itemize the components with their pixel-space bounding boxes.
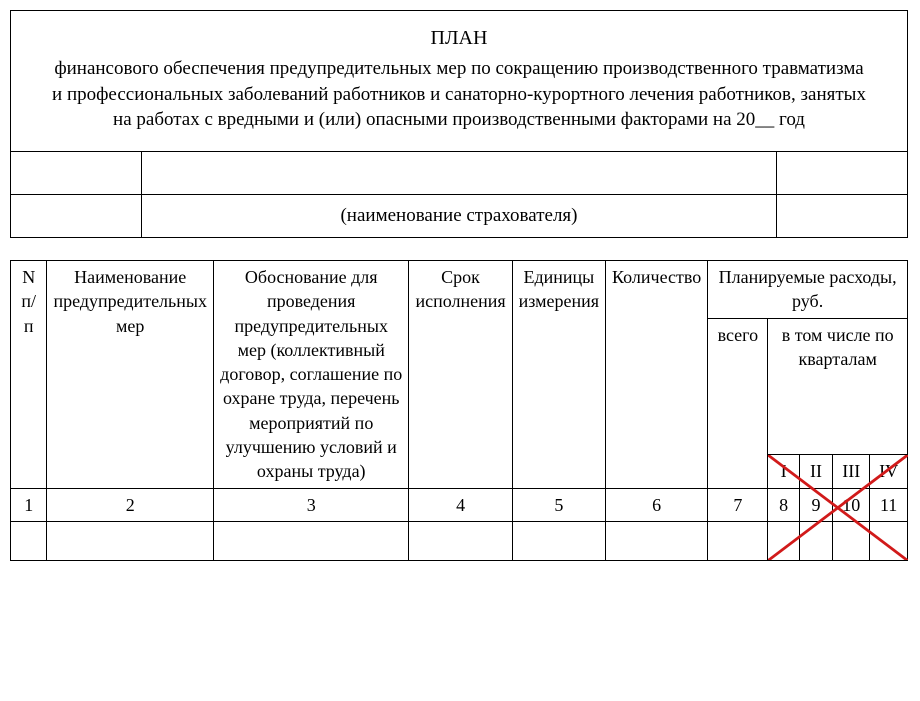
col-q4: IV xyxy=(870,455,908,488)
num-10: 10 xyxy=(833,488,870,521)
num-11: 11 xyxy=(870,488,908,521)
insurer-label: (наименование страхователя) xyxy=(142,194,777,237)
num-8: 8 xyxy=(768,488,799,521)
header-table: ПЛАН финансового обеспечения предупредит… xyxy=(10,10,908,238)
header-row-1: N п/п Наименование предупредительных мер… xyxy=(11,260,908,318)
num-1: 1 xyxy=(11,488,47,521)
col-name: Наименование предупредительных мер xyxy=(47,260,214,488)
number-row: 1 2 3 4 5 6 7 8 9 10 11 xyxy=(11,488,908,521)
num-2: 2 xyxy=(47,488,214,521)
col-npp: N п/п xyxy=(11,260,47,488)
col-total: всего xyxy=(708,318,768,488)
data-row-empty xyxy=(11,521,908,560)
main-table-wrap: N п/п Наименование предупредительных мер… xyxy=(10,260,908,561)
col-term: Срок исполнения xyxy=(409,260,512,488)
plan-title: ПЛАН xyxy=(17,15,901,56)
col-basis: Обоснование для проведения предупредител… xyxy=(213,260,409,488)
num-7: 7 xyxy=(708,488,768,521)
col-q3: III xyxy=(833,455,870,488)
num-4: 4 xyxy=(409,488,512,521)
col-q1: I xyxy=(768,455,799,488)
col-qty: Количество xyxy=(606,260,708,488)
plan-paragraph: финансового обеспечения предупредительны… xyxy=(17,56,901,147)
col-q2: II xyxy=(799,455,832,488)
num-9: 9 xyxy=(799,488,832,521)
col-units: Единицы измерения xyxy=(512,260,605,488)
col-by-quarter: в том числе по кварталам xyxy=(768,318,908,455)
num-5: 5 xyxy=(512,488,605,521)
main-table: N п/п Наименование предупредительных мер… xyxy=(10,260,908,561)
empty-row xyxy=(11,151,908,194)
num-6: 6 xyxy=(606,488,708,521)
num-3: 3 xyxy=(213,488,409,521)
col-planned: Планируемые расходы, руб. xyxy=(708,260,908,318)
insurer-row: (наименование страхователя) xyxy=(11,194,908,237)
